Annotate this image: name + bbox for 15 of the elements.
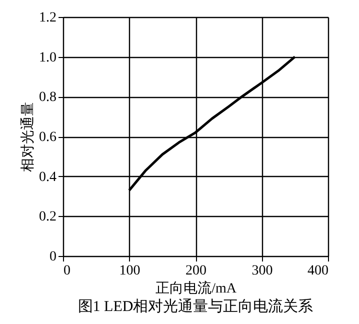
y-tick-label: 0.6 [39,130,56,145]
x-axis-title: 正向电流/mA [156,280,238,296]
x-tick-label: 200 [186,264,206,278]
x-tick-label: 400 [308,264,328,278]
y-tick-label: 0.2 [39,210,56,225]
text: 图1 LED相对光通量与正向电流关系 [78,298,314,315]
y-tick-label: 0.4 [39,170,56,185]
y-tick-label: 1.0 [39,50,56,66]
x-tick-label: 300 [252,264,273,278]
x-tick-label: 0 [64,264,70,278]
y-tick-label: 0 [50,250,56,264]
y-tick-label: 0.8 [39,90,56,106]
x-tick-label: 100 [119,264,140,278]
y-tick-label: 1.2 [39,10,56,26]
y-axis-title: 相对光通量 [20,102,36,172]
